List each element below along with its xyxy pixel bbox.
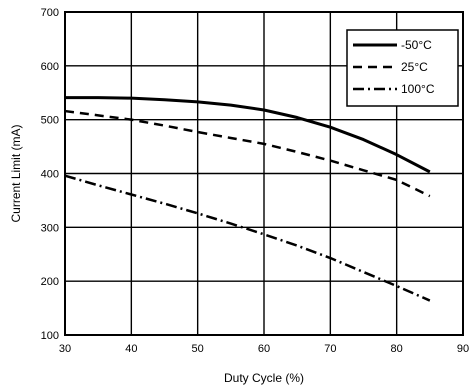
x-tick-label: 90: [457, 343, 469, 355]
series-line-0: [65, 96, 431, 174]
x-tick-label: 70: [324, 343, 336, 355]
x-tick-label: 50: [192, 343, 204, 355]
y-tick-label: 200: [41, 276, 59, 288]
y-tick-label: 700: [41, 7, 59, 19]
y-axis-title: Current Limit (mA): [9, 124, 23, 222]
x-tick-label: 40: [125, 343, 137, 355]
y-tick-labels: 100 200 300 400 500 600 700: [41, 7, 59, 342]
legend-label: 100°C: [401, 82, 435, 96]
legend: -50°C 25°C 100°C: [346, 29, 459, 107]
series-line-1: [64, 109, 431, 198]
legend-box: [346, 29, 459, 107]
legend-label: 25°C: [401, 60, 428, 74]
x-axis-title: Duty Cycle (%): [224, 371, 304, 385]
x-tick-labels: 30 40 50 60 70 80 90: [59, 343, 469, 355]
y-tick-label: 600: [41, 61, 59, 73]
legend-label: -50°C: [401, 38, 432, 52]
y-tick-label: 400: [41, 169, 59, 181]
y-tick-label: 100: [41, 330, 59, 342]
series-line-2: [64, 174, 431, 302]
x-tick-label: 80: [391, 343, 403, 355]
series-layer: [64, 96, 431, 302]
x-tick-label: 30: [59, 343, 71, 355]
y-tick-label: 500: [41, 115, 59, 127]
y-tick-label: 300: [41, 222, 59, 234]
x-tick-label: 60: [258, 343, 270, 355]
plot-frame: [64, 11, 464, 336]
